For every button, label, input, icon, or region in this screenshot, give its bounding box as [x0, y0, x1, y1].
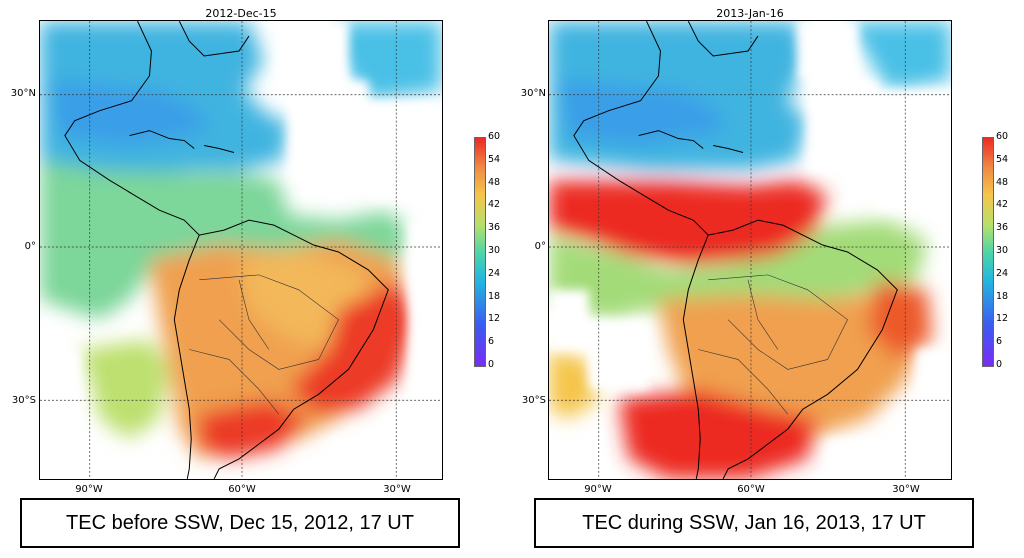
colorbar-tick: 42	[488, 199, 501, 210]
colorbar-tick: 30	[488, 245, 501, 256]
colorbar-tick: 12	[488, 313, 501, 324]
colorbar-tick: 54	[488, 154, 501, 165]
lon-label-60w-right: 60°W	[737, 484, 765, 495]
tec-map-right	[548, 20, 952, 480]
map-title-right: 2013-Jan-16	[716, 7, 784, 20]
colorbar-tick: 12	[996, 313, 1009, 324]
lon-label-30w-left: 30°W	[383, 484, 411, 495]
colorbar-tick: 54	[996, 154, 1009, 165]
lon-label-30w-right: 30°W	[892, 484, 920, 495]
lon-label-90w-left: 90°W	[75, 484, 103, 495]
caption-left: TEC before SSW, Dec 15, 2012, 17 UT	[20, 498, 460, 548]
lat-label-30n-right: 30°N	[520, 88, 546, 99]
colorbar-tick: 60	[996, 131, 1009, 142]
caption-right: TEC during SSW, Jan 16, 2013, 17 UT	[534, 498, 974, 548]
colorbar-tick: 18	[488, 291, 501, 302]
left-panel: 2012-Dec-15	[10, 7, 501, 548]
colorbar-right	[982, 137, 994, 367]
colorbar-tick: 24	[488, 268, 501, 279]
lat-label-30s-left: 30°S	[11, 395, 36, 406]
colorbar-tick: 30	[996, 245, 1009, 256]
colorbar-tick: 0	[488, 359, 495, 370]
colorbar-tick: 48	[488, 177, 501, 188]
colorbar-tick: 42	[996, 199, 1009, 210]
colorbar-left	[474, 137, 486, 367]
lon-label-60w-left: 60°W	[228, 484, 256, 495]
colorbar-tick: 18	[996, 291, 1009, 302]
colorbar-tick: 36	[996, 222, 1009, 233]
tec-map-right-graphic	[549, 21, 951, 479]
colorbar-tick: 60	[488, 131, 501, 142]
colorbar-tick: 24	[996, 268, 1009, 279]
right-panel: 2013-Jan-16	[512, 0, 1024, 558]
colorbar-tick: 36	[488, 222, 501, 233]
lat-label-30n-left: 30°N	[10, 88, 36, 99]
lon-label-90w-right: 90°W	[584, 484, 612, 495]
colorbar-tick: 6	[996, 336, 1003, 347]
lat-label-30s-right: 30°S	[521, 395, 546, 406]
colorbar-tick: 48	[996, 177, 1009, 188]
lat-label-0-left: 0°	[24, 241, 36, 252]
tec-map-left	[39, 20, 443, 480]
colorbar-tick: 6	[488, 336, 495, 347]
tec-map-left-graphic	[40, 21, 442, 479]
colorbar-tick: 0	[996, 359, 1003, 370]
map-title-left: 2012-Dec-15	[205, 7, 277, 20]
lat-label-0-right: 0°	[534, 241, 546, 252]
